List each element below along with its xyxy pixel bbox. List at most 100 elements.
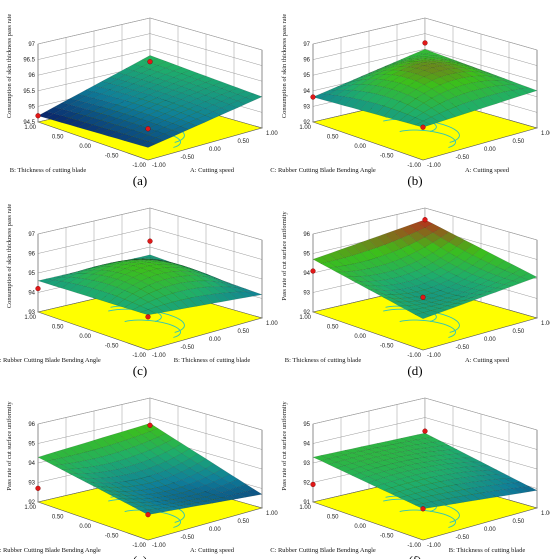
chart-panel-1: 94.5 95 95.5 96 96.5 97 -1.00 -0.50 0.00 0.50 1.00…: [6, 14, 278, 188]
x-tick-label: 0.50: [513, 519, 525, 525]
y-tick-label: 0.00: [354, 144, 366, 150]
surface-cell: [245, 93, 263, 101]
x-axis-title: B: Thickness of cutting blade: [449, 547, 526, 554]
x-tick-label: 0.50: [513, 329, 525, 335]
x-tick-label: 0.50: [238, 139, 250, 145]
z-tick-label: 96: [28, 73, 35, 79]
z-tick-label: 96: [28, 422, 35, 428]
x-tick-label: 1.00: [266, 511, 278, 517]
surface-cell: [229, 283, 247, 290]
surface-cell: [221, 84, 239, 92]
surface-cell: [424, 223, 442, 233]
z-tick-label: 96: [303, 232, 310, 238]
z-axis-title: Pass rate of cut surface uniformity: [6, 401, 13, 491]
y-tick-label: 0.50: [52, 135, 64, 141]
x-tick-label: -1.00: [427, 353, 441, 359]
y-tick-label: -1.00: [407, 543, 421, 549]
surface-mesh: [312, 219, 538, 319]
surface-cell: [488, 73, 506, 79]
y-tick-label: 0.00: [354, 334, 366, 340]
contour-line: [399, 129, 456, 148]
surface-cell: [456, 61, 474, 68]
z-tick-label: 95: [28, 104, 35, 110]
y-tick-label: -1.00: [407, 353, 421, 359]
x-tick-label: 0.50: [513, 139, 525, 145]
design-point-marker: [422, 217, 428, 223]
design-point-marker: [145, 314, 151, 320]
z-tick-label: 93: [28, 310, 35, 316]
z-tick-label: 94: [28, 461, 35, 467]
y-tick-label: 1.00: [24, 505, 36, 511]
x-tick-label: -1.00: [152, 353, 166, 359]
surface-cell: [213, 276, 231, 284]
design-point-marker: [147, 238, 153, 244]
surface-cell: [213, 81, 231, 89]
design-point-marker: [422, 428, 428, 434]
chart-panel-2: 92 93 94 95 96 97 -1.00 -0.50 0.00 0.50 1.00 -1.00 -…: [270, 14, 550, 188]
x-axis-title: B: Thickness of cutting blade: [174, 357, 251, 364]
surface-cell: [448, 449, 466, 455]
y-tick-label: 0.50: [327, 135, 339, 141]
surface-cell: [456, 453, 474, 459]
contour-line: [399, 319, 456, 338]
y-axis-title: B: Thickness of cutting blade: [285, 357, 362, 364]
surface-cell: [229, 87, 247, 95]
design-point-marker: [35, 113, 41, 119]
surface-mesh: [37, 254, 263, 316]
y-tick-label: -1.00: [407, 163, 421, 169]
y-tick-label: -0.50: [380, 154, 394, 160]
z-tick-label: 95: [28, 271, 35, 277]
y-tick-label: -0.50: [380, 344, 394, 350]
z-axis-title: Consumption of skin thickness pass rate: [6, 204, 13, 309]
x-axis-title: A: Cutting speed: [190, 167, 235, 174]
x-tick-label: -0.50: [181, 345, 195, 351]
y-tick-label: 1.00: [299, 315, 311, 321]
design-point-marker: [145, 512, 151, 518]
z-gridline: [312, 207, 538, 241]
surface-cell: [197, 75, 215, 83]
x-tick-label: 0.00: [484, 527, 496, 533]
x-tick-label: -0.50: [456, 535, 470, 541]
surface-cell: [480, 70, 498, 76]
x-axis-title: A: Cutting speed: [190, 547, 235, 554]
z-tick-label: 93: [303, 291, 310, 297]
z-gridline: [37, 397, 263, 431]
surface-cell: [141, 254, 159, 259]
design-point-marker: [147, 59, 153, 65]
panel-label: (b): [407, 173, 422, 188]
z-tick-label: 92: [303, 481, 310, 487]
surface-cell: [245, 489, 263, 496]
z-gridline: [312, 33, 538, 66]
x-tick-label: 1.00: [541, 131, 550, 137]
surface-cell: [472, 67, 490, 73]
x-axis-title: A: Cutting speed: [465, 167, 510, 174]
surface-cell: [157, 433, 175, 443]
surface-cell: [496, 473, 514, 479]
design-point-marker: [147, 422, 153, 428]
surface-cell: [221, 473, 239, 483]
surface-cell: [440, 231, 458, 243]
y-tick-label: 0.50: [327, 325, 339, 331]
z-tick-label: 95: [28, 442, 35, 448]
y-tick-label: -1.00: [132, 543, 146, 549]
y-tick-label: 1.00: [299, 505, 311, 511]
z-gridline: [37, 17, 263, 51]
design-point-marker: [420, 124, 426, 130]
surface-mesh: [312, 432, 538, 509]
surface-cell: [149, 58, 167, 66]
z-tick-label: 92: [28, 500, 35, 506]
y-tick-label: 0.00: [354, 524, 366, 530]
y-tick-label: 1.00: [299, 125, 311, 131]
z-gridline: [312, 397, 538, 431]
y-tick-label: -0.50: [380, 534, 394, 540]
z-axis-title: Pass rate of cut surface uniformity: [281, 211, 288, 301]
z-tick-label: 94: [303, 89, 310, 95]
surface-mesh: [37, 423, 263, 515]
z-tick-label: 95.5: [23, 89, 35, 95]
x-tick-label: 1.00: [541, 511, 550, 517]
surface-cell: [520, 486, 538, 492]
surface-cell: [464, 64, 482, 71]
design-point-marker: [145, 126, 151, 132]
z-tick-label: 94: [303, 271, 310, 277]
